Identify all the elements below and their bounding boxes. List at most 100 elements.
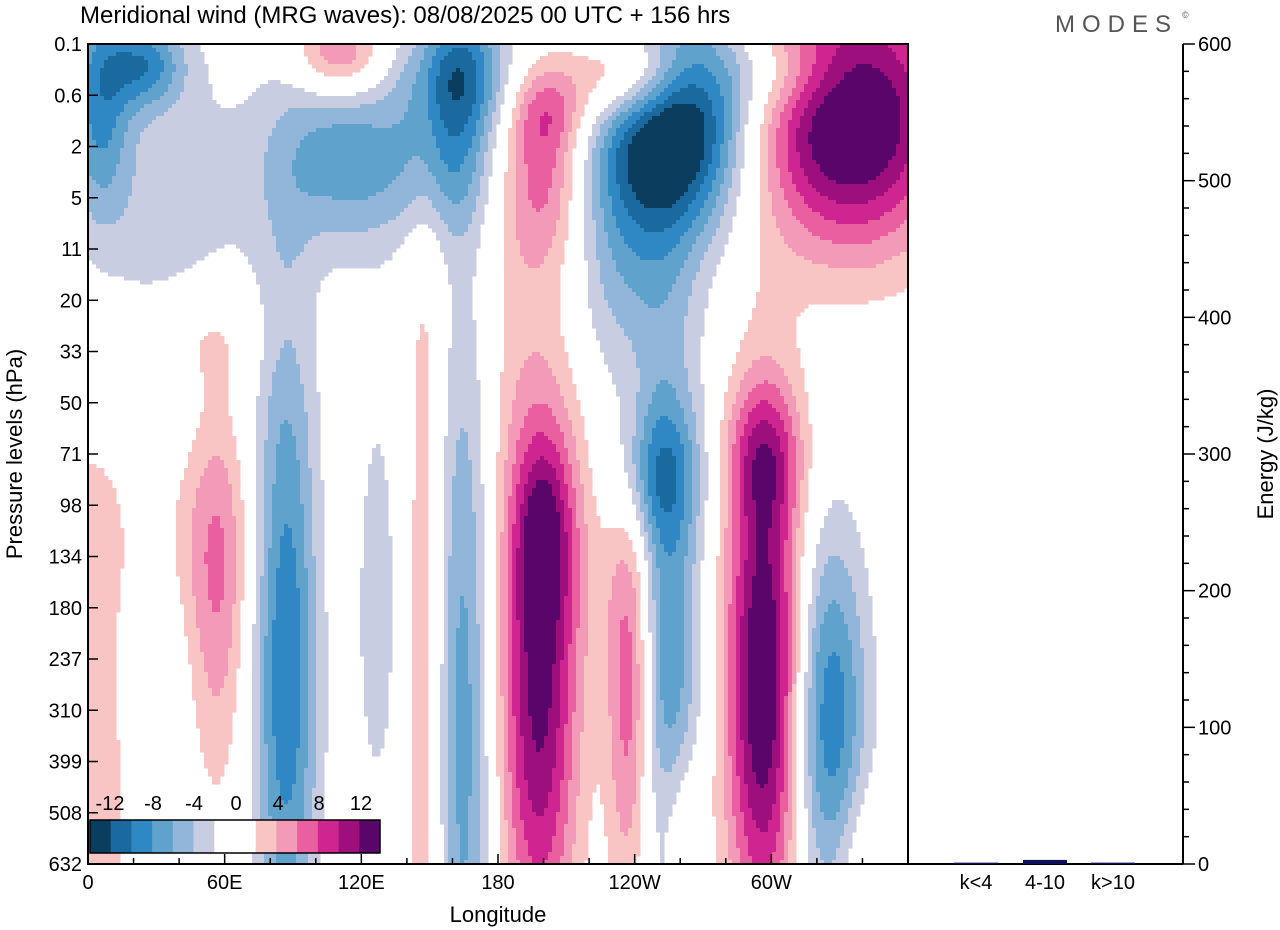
heatmap-cell — [604, 120, 609, 125]
heatmap-cell — [440, 156, 445, 161]
heatmap-cell — [664, 152, 669, 157]
heatmap-cell — [768, 116, 773, 121]
heatmap-cell — [432, 88, 437, 93]
heatmap-cell — [184, 96, 189, 101]
heatmap-cell — [508, 156, 513, 161]
heatmap-cell — [136, 108, 141, 113]
heatmap-cell — [732, 52, 737, 57]
heatmap-cell — [232, 108, 237, 113]
heatmap-cell — [780, 148, 785, 153]
heatmap-cell — [696, 140, 701, 145]
heatmap-cell — [336, 96, 341, 101]
heatmap-cell — [464, 96, 469, 101]
heatmap-cell — [320, 52, 325, 57]
heatmap-cell — [532, 88, 537, 93]
heatmap-cell — [176, 84, 181, 89]
heatmap-cell — [388, 116, 393, 121]
heatmap-cell — [564, 128, 569, 133]
heatmap-cell — [220, 140, 225, 145]
heatmap-cell — [472, 48, 477, 53]
heatmap-cell — [840, 92, 845, 97]
heatmap-cell — [680, 76, 685, 81]
heatmap-cell — [484, 104, 489, 109]
heatmap-cell — [836, 92, 841, 97]
heatmap-cell — [416, 132, 421, 137]
heatmap-cell — [736, 60, 741, 65]
heatmap-cell — [796, 108, 801, 113]
heatmap-cell — [788, 108, 793, 113]
heatmap-cell — [324, 68, 329, 73]
heatmap-cell — [440, 64, 445, 69]
heatmap-cell — [772, 132, 777, 137]
heatmap-cell — [328, 48, 333, 53]
heatmap-cell — [368, 116, 373, 121]
heatmap-cell — [640, 116, 645, 121]
heatmap-cell — [628, 140, 633, 145]
heatmap-cell — [660, 148, 665, 153]
heatmap-cell — [572, 56, 577, 61]
heatmap-cell — [792, 72, 797, 77]
heatmap-cell — [428, 68, 433, 73]
heatmap-cell — [856, 124, 861, 129]
heatmap-cell — [480, 112, 485, 117]
heatmap-cell — [380, 80, 385, 85]
heatmap-cell — [472, 56, 477, 61]
heatmap-cell — [480, 80, 485, 85]
heatmap-cell — [420, 116, 425, 121]
heatmap-cell — [800, 152, 805, 157]
heatmap-cell — [812, 72, 817, 77]
heatmap-cell — [104, 120, 109, 125]
heatmap-cell — [432, 120, 437, 125]
heatmap-cell — [264, 92, 269, 97]
heatmap-cell — [92, 116, 97, 121]
heatmap-cell — [252, 124, 257, 129]
heatmap-cell — [892, 88, 897, 93]
heatmap-cell — [160, 152, 165, 157]
heatmap-cell — [452, 156, 457, 161]
heatmap-cell — [492, 104, 497, 109]
heatmap-cell — [424, 120, 429, 125]
heatmap-cell — [492, 92, 497, 97]
heatmap-cell — [272, 108, 277, 113]
heatmap-cell — [748, 72, 753, 77]
heatmap-cell — [420, 96, 425, 101]
heatmap-cell — [696, 100, 701, 105]
heatmap-cell — [804, 132, 809, 137]
heatmap-cell — [236, 108, 241, 113]
heatmap-cell — [892, 100, 897, 105]
heatmap-cell — [844, 132, 849, 137]
heatmap-cell — [324, 124, 329, 129]
heatmap-cell — [860, 112, 865, 117]
heatmap-cell — [264, 148, 269, 153]
heatmap-cell — [660, 140, 665, 145]
heatmap-cell — [212, 112, 217, 117]
heatmap-cell — [896, 88, 901, 93]
heatmap-cell — [880, 136, 885, 141]
heatmap-cell — [860, 132, 865, 137]
heatmap-cell — [804, 56, 809, 61]
heatmap-cell — [128, 64, 133, 69]
heatmap-cell — [444, 140, 449, 145]
heatmap-cell — [884, 108, 889, 113]
heatmap-cell — [696, 152, 701, 157]
heatmap-cell — [772, 156, 777, 161]
heatmap-cell — [708, 64, 713, 69]
heatmap-cell — [556, 92, 561, 97]
heatmap-cell — [248, 148, 253, 153]
heatmap-cell — [736, 140, 741, 145]
heatmap-cell — [476, 56, 481, 61]
heatmap-cell — [560, 140, 565, 145]
heatmap-cell — [612, 140, 617, 145]
heatmap-cell — [372, 108, 377, 113]
heatmap-cell — [780, 96, 785, 101]
heatmap-cell — [832, 116, 837, 121]
heatmap-cell — [708, 120, 713, 125]
heatmap-cell — [876, 116, 881, 121]
heatmap-cell — [296, 132, 301, 137]
heatmap-cell — [156, 72, 161, 77]
heatmap-cell — [860, 88, 865, 93]
heatmap-cell — [444, 148, 449, 153]
heatmap-cell — [200, 124, 205, 129]
heatmap-cell — [296, 100, 301, 105]
heatmap-cell — [540, 116, 545, 121]
